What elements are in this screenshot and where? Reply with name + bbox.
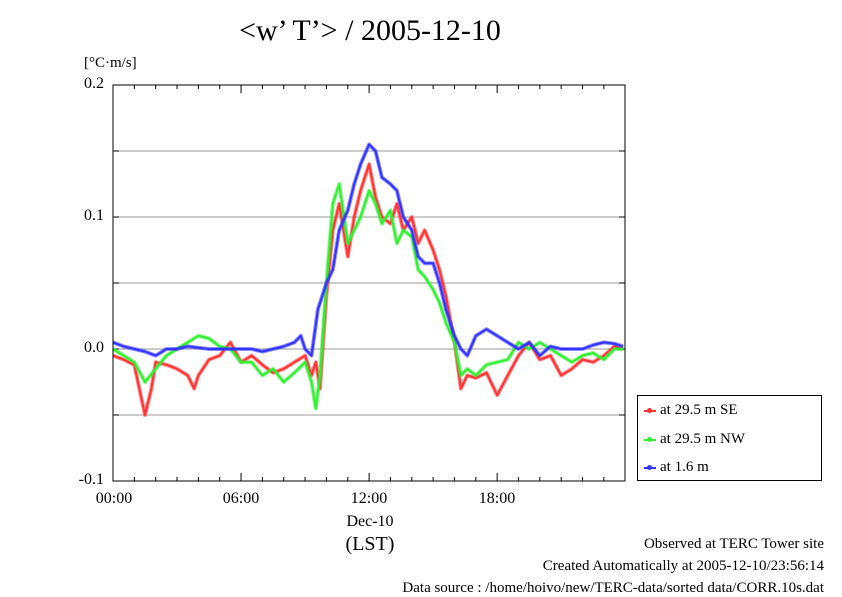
x-tick-label: 12:00: [350, 490, 388, 507]
x-tick-label: 06:00: [222, 490, 260, 507]
plot-frame: [112, 84, 626, 482]
y-tick-label: 0.2: [84, 75, 104, 92]
y-tick-label: -0.1: [78, 471, 104, 488]
y-tick-label: 0.1: [84, 207, 104, 224]
chart-title: <w’ T’> / 2005-12-10: [239, 14, 501, 47]
series-line: [112, 143, 624, 357]
legend-swatch-green: [644, 436, 656, 442]
x-axis-date-label: Dec-10: [346, 513, 394, 530]
legend-label: at 29.5 m SE: [660, 402, 738, 418]
series-line-halo: [112, 142, 624, 358]
legend-label: at 1.6 m: [660, 459, 709, 475]
legend-item: at 29.5 m NW: [644, 430, 745, 448]
x-tick-label: 00:00: [95, 490, 133, 507]
legend-item: at 29.5 m SE: [644, 401, 738, 419]
x-tick-label: 18:00: [478, 490, 516, 507]
y-tick-label: 0.0: [84, 339, 104, 356]
series-line: [112, 163, 624, 416]
y-axis-unit-label: [°C·m/s]: [84, 55, 137, 71]
footer-source-text: Data source : /home/hoivo/new/TERC-data/…: [402, 580, 824, 596]
x-axis-timezone-label: (LST): [345, 533, 395, 555]
footer-site-text: Observed at TERC Tower site: [643, 536, 824, 552]
legend-swatch-red: [644, 407, 656, 413]
legend-item: at 1.6 m: [644, 458, 709, 476]
legend-swatch-blue: [644, 464, 656, 470]
chart-legend: at 29.5 m SE at 29.5 m NW at 1.6 m: [637, 395, 822, 481]
footer-created-text: Created Automatically at 2005-12-10/23:5…: [542, 558, 824, 574]
legend-label: at 29.5 m NW: [660, 431, 745, 447]
